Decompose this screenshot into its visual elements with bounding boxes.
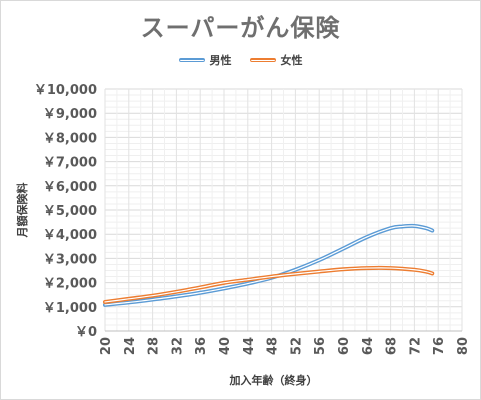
y-tick-label: ￥7,000 xyxy=(43,156,97,171)
x-tick-label: 32 xyxy=(170,337,185,355)
chart-title: スーパーがん保険 xyxy=(140,14,341,42)
legend-swatch-female xyxy=(249,58,276,62)
chart-legend: 男性 女性 xyxy=(0,52,481,68)
x-tick-label: 80 xyxy=(456,337,471,355)
x-tick-label: 24 xyxy=(123,337,138,355)
y-tick-label: ￥1,000 xyxy=(43,301,97,316)
x-tick-label: 20 xyxy=(99,337,114,355)
y-axis-title: 月額保険料 xyxy=(15,183,29,239)
series-line-female xyxy=(103,265,435,304)
legend-label-male: 男性 xyxy=(209,54,232,67)
x-tick-label: 64 xyxy=(361,337,376,355)
y-tick-label: ￥10,000 xyxy=(34,83,97,98)
y-tick-label: ￥4,000 xyxy=(43,228,97,243)
series-line-inner-female xyxy=(104,267,433,303)
x-axis-title: 加入年齢（終身） xyxy=(229,373,318,387)
legend-item-female: 女性 xyxy=(249,52,303,68)
x-tick-label: 40 xyxy=(218,337,233,355)
y-tick-label: ￥0 xyxy=(75,325,97,340)
x-tick-label: 28 xyxy=(147,337,162,355)
x-tick-label: 76 xyxy=(432,337,447,355)
y-tick-label: ￥9,000 xyxy=(43,107,97,122)
series-line-male xyxy=(103,223,435,307)
x-tick-label: 68 xyxy=(385,337,400,355)
y-tick-label: ￥3,000 xyxy=(43,252,97,267)
legend-label-female: 女性 xyxy=(280,54,303,67)
y-tick-label: ￥2,000 xyxy=(43,277,97,292)
x-tick-label: 36 xyxy=(194,337,209,355)
legend-swatch-male xyxy=(178,58,205,62)
series-line-inner-male xyxy=(104,225,433,306)
x-tick-label: 52 xyxy=(289,337,304,355)
y-tick-label: ￥6,000 xyxy=(43,180,97,195)
x-tick-label: 60 xyxy=(337,337,352,355)
x-tick-label: 48 xyxy=(266,337,281,355)
legend-item-male: 男性 xyxy=(178,52,232,68)
x-tick-label: 56 xyxy=(313,337,328,355)
x-tick-label: 72 xyxy=(408,337,423,355)
x-tick-label: 44 xyxy=(242,337,257,355)
y-tick-label: ￥8,000 xyxy=(43,131,97,146)
y-tick-label: ￥5,000 xyxy=(43,204,97,219)
